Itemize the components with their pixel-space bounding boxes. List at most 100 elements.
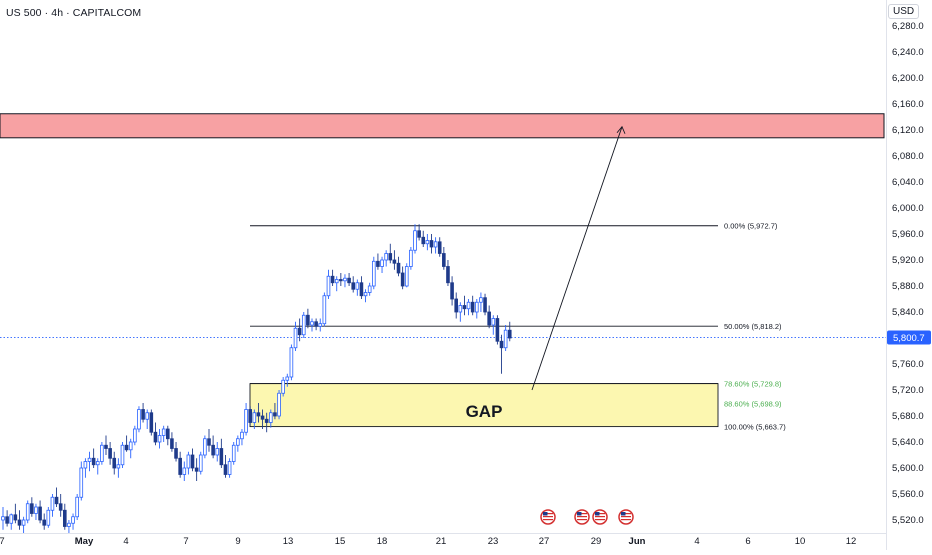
price-axis-tick: 6,240.0 bbox=[892, 47, 924, 58]
candle-body bbox=[466, 301, 471, 310]
price-axis-tick: 6,160.0 bbox=[892, 99, 924, 110]
price-axis-tick: 5,960.0 bbox=[892, 229, 924, 240]
candle-body bbox=[495, 318, 500, 342]
candle-body bbox=[421, 236, 426, 245]
symbol-title[interactable]: US 500 · 4h · CAPITALCOM bbox=[6, 7, 142, 19]
candle-body bbox=[409, 249, 413, 267]
price-axis-border bbox=[886, 0, 887, 550]
time-axis-border bbox=[0, 533, 886, 534]
time-axis-tick: 27 bbox=[539, 536, 550, 547]
candle-body bbox=[429, 240, 434, 248]
candle-body bbox=[67, 522, 71, 527]
candle-body bbox=[318, 323, 323, 327]
candle-body bbox=[437, 241, 442, 254]
candle-body bbox=[38, 506, 42, 521]
candle-body bbox=[231, 444, 236, 462]
us-flag-event-icon[interactable] bbox=[592, 509, 608, 525]
price-axis-tick: 5,880.0 bbox=[892, 281, 924, 292]
candle-body bbox=[491, 318, 496, 326]
us-flag-event-icon[interactable] bbox=[618, 509, 634, 525]
time-axis-tick: 21 bbox=[436, 536, 447, 547]
candle-body bbox=[141, 409, 145, 420]
candle-body bbox=[470, 301, 475, 313]
candle-body bbox=[442, 253, 446, 267]
candle-body bbox=[194, 467, 199, 472]
candle-body bbox=[112, 457, 117, 469]
price-axis-tick: 6,080.0 bbox=[892, 151, 924, 162]
candle-body bbox=[182, 467, 187, 475]
candle-body bbox=[198, 454, 203, 472]
price-axis-tick: 5,760.0 bbox=[892, 359, 924, 370]
candle-body bbox=[289, 347, 294, 378]
candle-body bbox=[297, 327, 302, 336]
candle-body bbox=[371, 260, 376, 287]
candle-body bbox=[170, 438, 174, 449]
candle-body bbox=[376, 260, 380, 267]
candle-body bbox=[268, 412, 273, 423]
time-axis-tick: 12 bbox=[846, 536, 857, 547]
candle-body bbox=[400, 272, 405, 287]
candle-body bbox=[277, 392, 281, 417]
candle-body bbox=[215, 448, 220, 456]
candle-body bbox=[75, 496, 79, 518]
candle-body bbox=[507, 329, 512, 339]
candle-body bbox=[355, 282, 360, 290]
candle-body bbox=[474, 301, 479, 313]
candle-body bbox=[322, 295, 327, 325]
candle-body bbox=[227, 461, 232, 475]
candle-body bbox=[483, 297, 487, 313]
us-flag-event-icon[interactable] bbox=[540, 509, 556, 525]
candle-body bbox=[462, 305, 467, 310]
candle-body bbox=[71, 516, 75, 524]
candle-body bbox=[503, 329, 508, 349]
us-flag-event-icon[interactable] bbox=[574, 509, 590, 525]
candle-body bbox=[404, 266, 409, 287]
time-axis-tick: May bbox=[75, 536, 94, 547]
candle-body bbox=[314, 321, 318, 327]
candle-body bbox=[203, 438, 207, 456]
candle-body bbox=[281, 379, 285, 394]
candle-body bbox=[174, 448, 178, 459]
candle-body bbox=[380, 259, 384, 267]
time-axis-tick: 7 bbox=[183, 536, 188, 547]
candle-body bbox=[396, 262, 401, 274]
time-axis-tick: 4 bbox=[123, 536, 128, 547]
candle-body bbox=[433, 241, 438, 248]
candle-body bbox=[219, 448, 224, 466]
time-axis-tick: 10 bbox=[795, 536, 806, 547]
fib-level-label: 78.60% (5,729.8) bbox=[724, 380, 782, 389]
time-axis-tick: 9 bbox=[235, 536, 240, 547]
candle-body bbox=[165, 428, 170, 440]
candle-body bbox=[100, 444, 104, 462]
candle-body bbox=[104, 444, 108, 449]
candle-body bbox=[359, 282, 364, 297]
candle-body bbox=[223, 464, 228, 475]
price-axis-tick: 6,040.0 bbox=[892, 177, 924, 188]
candle-body bbox=[236, 438, 240, 446]
candle-body bbox=[343, 277, 347, 282]
fib-level-label: 0.00% (5,972.7) bbox=[724, 222, 778, 231]
candle-body bbox=[248, 409, 253, 423]
price-axis-tick: 6,120.0 bbox=[892, 125, 924, 136]
candle-body bbox=[13, 514, 18, 521]
current-price-badge bbox=[887, 330, 931, 345]
candle-body bbox=[178, 457, 182, 475]
candle-body bbox=[145, 412, 150, 420]
candle-body bbox=[326, 275, 331, 297]
candle-body bbox=[46, 509, 51, 526]
candle-body bbox=[161, 428, 166, 436]
candle-body bbox=[54, 496, 59, 505]
time-axis-tick: 18 bbox=[377, 536, 388, 547]
candle-body bbox=[458, 305, 463, 313]
candle-body bbox=[367, 285, 372, 293]
candle-body bbox=[21, 519, 26, 526]
price-axis-tick: 5,640.0 bbox=[892, 437, 924, 448]
candle-body bbox=[9, 514, 14, 524]
candle-body bbox=[244, 409, 248, 433]
candle-body bbox=[454, 298, 458, 313]
candle-body bbox=[425, 240, 430, 245]
gap-zone bbox=[249, 383, 719, 428]
currency-selector[interactable]: USD bbox=[888, 4, 920, 19]
